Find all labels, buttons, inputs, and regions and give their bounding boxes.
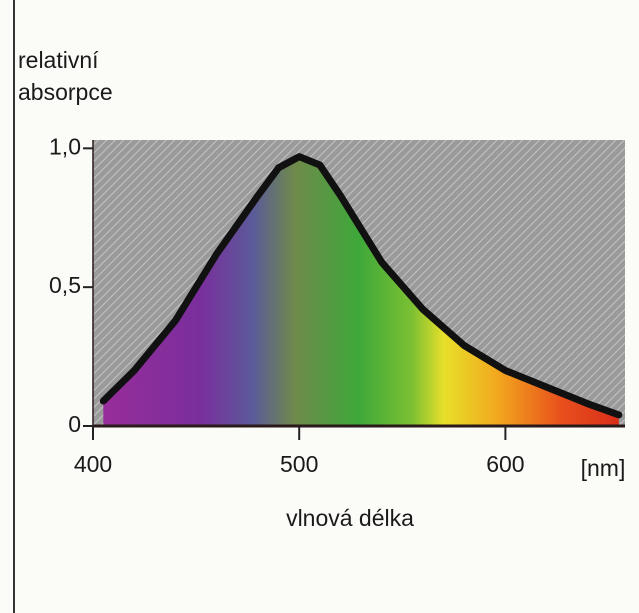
x-tick-label: 600 bbox=[486, 451, 524, 477]
x-tick-label: 400 bbox=[74, 451, 112, 477]
x-tick-label: 500 bbox=[280, 451, 318, 477]
y-tick-label: 0,5 bbox=[49, 272, 81, 298]
y-axis-label: relativní absorpce bbox=[18, 44, 168, 108]
y-tick-label: 1,0 bbox=[49, 133, 81, 159]
x-unit: [nm] bbox=[581, 455, 626, 481]
x-axis-label: vlnová délka bbox=[286, 505, 414, 531]
page: [nm] vlnová délka 400 500 600 0 0,5 1,0 relat… bbox=[0, 0, 639, 613]
y-tick-label: 0 bbox=[68, 411, 81, 437]
